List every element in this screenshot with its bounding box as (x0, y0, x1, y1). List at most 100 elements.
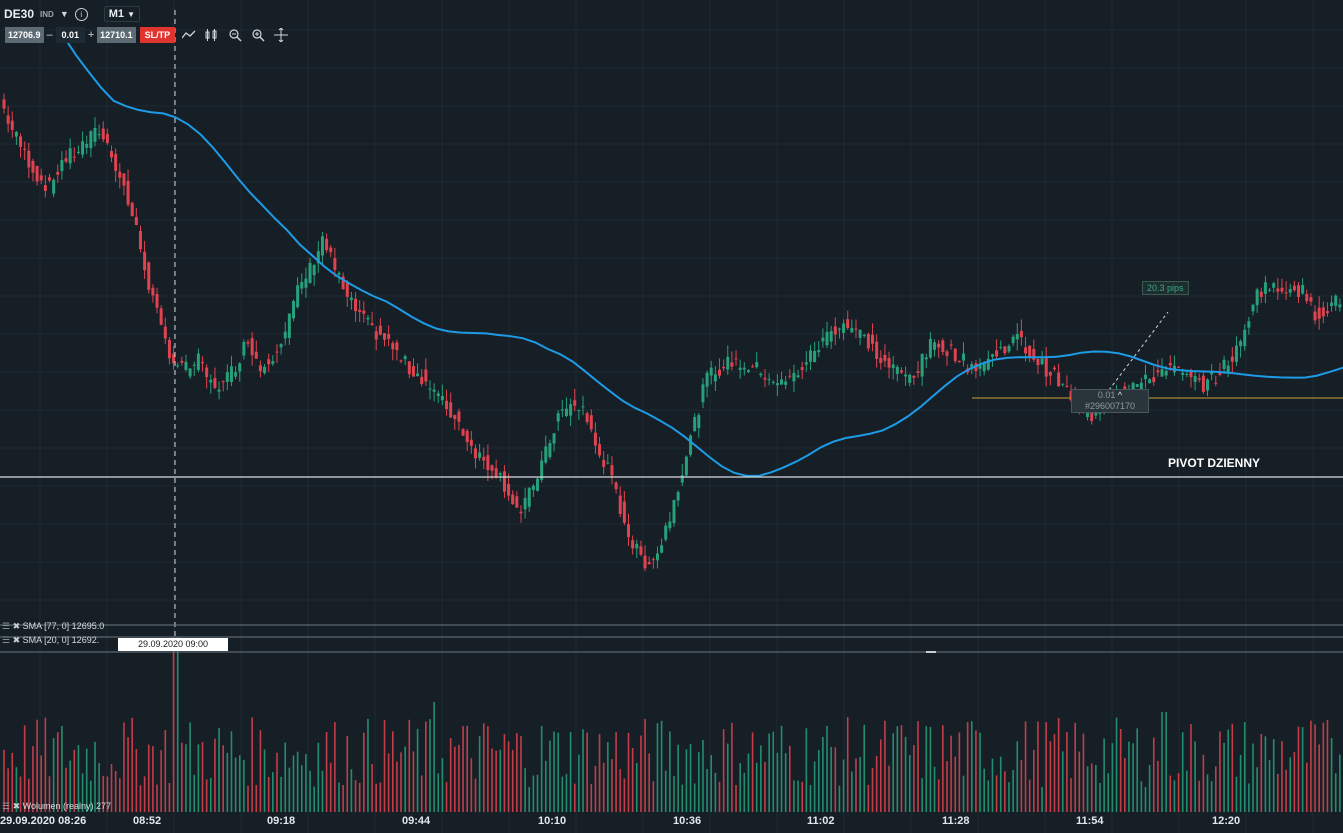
volume-bar (255, 784, 258, 812)
close-icon[interactable]: ✖ (12, 801, 21, 811)
volume-bar (1136, 728, 1139, 812)
sell-price-button[interactable]: 12706.9 (5, 27, 44, 43)
sma20-legend[interactable]: ☰ ✖ SMA [20, 0] 12692. (2, 635, 99, 646)
candle-body (89, 131, 93, 149)
close-icon[interactable]: ✖ (12, 635, 21, 645)
volume-bar (300, 765, 303, 812)
volume-bar (511, 750, 514, 812)
volume-bar (516, 733, 518, 812)
volume-bar (441, 758, 444, 812)
volume-bar (98, 763, 100, 812)
volume-bar (433, 702, 435, 812)
candle-body (1040, 358, 1044, 365)
candle-body (490, 465, 494, 471)
candle-body (469, 439, 473, 446)
settings-icon[interactable]: ☰ (2, 801, 11, 811)
volume-bar (1190, 724, 1192, 812)
candle-body (1338, 304, 1342, 308)
pane-resize-handle[interactable] (926, 651, 936, 653)
volume-bar (7, 768, 9, 812)
volume-bar (673, 775, 675, 812)
candle-body (391, 343, 395, 350)
timeframe-select[interactable]: M1 ▼ (103, 6, 140, 22)
volume-bar (607, 742, 609, 812)
volume-bar (619, 769, 622, 812)
candle-body (804, 362, 808, 365)
zoom-out-icon[interactable] (226, 27, 244, 43)
candle-body (213, 378, 217, 388)
time-label: 11:28 (942, 815, 970, 827)
candle-body (614, 482, 618, 490)
candle-body (1214, 382, 1218, 384)
candle-body (1321, 307, 1325, 317)
volume-bar (640, 735, 642, 812)
candle-body (1168, 362, 1172, 366)
candle-body (627, 524, 631, 538)
volume-bar (598, 734, 601, 812)
candle-body (1019, 330, 1023, 338)
volume-bar (317, 742, 320, 812)
chevron-up-icon[interactable]: ^ (1117, 390, 1123, 400)
settings-icon[interactable]: ☰ (2, 621, 11, 631)
volume-bar (193, 774, 196, 812)
volume-input[interactable]: 0.01 (55, 27, 86, 43)
volume-legend[interactable]: ☰ ✖ Wolumen (realny) 277 (2, 801, 111, 812)
candle-body (453, 414, 457, 419)
order-box[interactable]: 0.01 ^ #296007170 (1071, 389, 1149, 413)
crosshair-icon[interactable] (272, 27, 290, 43)
buy-price-button[interactable]: 12710.1 (97, 27, 136, 43)
candle-body (734, 358, 738, 360)
volume-minus-button[interactable]: – (46, 29, 53, 41)
candle-body (689, 435, 693, 455)
sltp-button[interactable]: SL/TP (139, 27, 176, 43)
settings-icon[interactable]: ☰ (2, 635, 11, 645)
candle-body (651, 559, 655, 561)
volume-bar (284, 742, 287, 812)
volume-bar (991, 758, 994, 812)
volume-bar (801, 781, 804, 812)
volume-bar (391, 731, 394, 812)
sma77-legend[interactable]: ☰ ✖ SMA [77, 0] 12695.0 (2, 621, 104, 632)
symbol-label[interactable]: DE30 (4, 7, 35, 21)
volume-bar (1078, 751, 1081, 812)
candle-body (780, 379, 784, 385)
candle-body (763, 377, 767, 380)
candle-type-icon[interactable] (203, 27, 221, 43)
volume-bar (383, 719, 386, 812)
volume-bar (1016, 741, 1019, 812)
candle-body (246, 341, 250, 344)
volume-bar (1293, 751, 1296, 812)
candle-body (329, 247, 333, 253)
volume-bar (1281, 741, 1283, 812)
volume-bar (69, 760, 71, 812)
candle-body (862, 334, 866, 336)
candle-body (209, 379, 213, 383)
volume-bar (123, 722, 125, 812)
symbol-dropdown-icon[interactable]: ▼ (59, 9, 69, 19)
close-icon[interactable]: ✖ (12, 621, 21, 631)
volume-bar (830, 746, 832, 812)
candle-body (374, 331, 378, 340)
volume-bar (358, 782, 361, 812)
volume-bar (152, 745, 154, 812)
volume-bar (975, 730, 977, 812)
volume-bar (350, 769, 353, 812)
volume-bar (755, 762, 758, 812)
volume-bar (838, 785, 841, 812)
volume-bar (573, 783, 576, 812)
candle-body (531, 485, 535, 491)
line-chart-icon[interactable] (180, 27, 198, 43)
volume-bar (110, 764, 113, 812)
volume-bar (1037, 721, 1039, 812)
candle-body (436, 393, 440, 397)
info-icon[interactable]: i (74, 7, 88, 21)
volume-bar (85, 748, 88, 812)
volume-bar (1235, 776, 1238, 812)
volume-bar (760, 745, 762, 812)
volume-bar (1132, 743, 1134, 812)
zoom-in-icon[interactable] (249, 27, 267, 43)
candle-body (465, 430, 469, 443)
volume-plus-button[interactable]: + (87, 29, 95, 41)
